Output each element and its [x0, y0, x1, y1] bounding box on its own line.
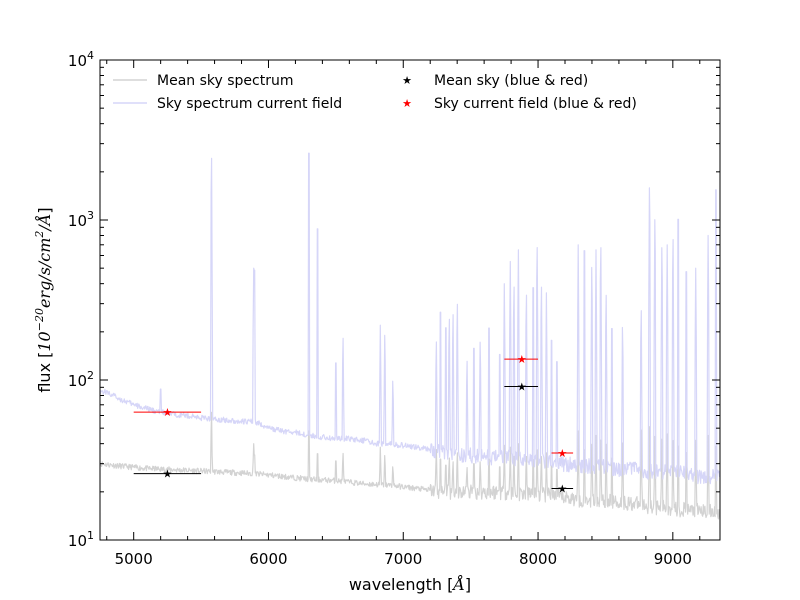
data-point-1-2: ★	[557, 447, 567, 460]
y-tick-label-3: 104	[68, 49, 94, 70]
ticks-layer: 5000 6000 7000 8000 9000 101 102 103 104	[68, 49, 720, 568]
series-line-1	[100, 152, 720, 485]
x-tick-label-3: 8000	[519, 550, 557, 568]
legend: Mean sky spectrum Sky spectrum current fi…	[113, 73, 637, 112]
data-point-0-1: ★	[517, 381, 527, 394]
legend-marker-2: ★	[402, 74, 412, 87]
x-axis-label: wavelength [Å]	[349, 574, 471, 594]
data-point-0-2: ★	[557, 482, 567, 495]
x-tick-label-0: 5000	[115, 550, 153, 568]
x-tick-label-4: 9000	[654, 550, 692, 568]
plot-frame	[99, 59, 721, 541]
legend-label-1: Sky spectrum current field	[157, 96, 342, 112]
series-line-0	[100, 411, 720, 520]
data-point-1-1: ★	[517, 353, 527, 366]
y-tick-label-0: 101	[68, 529, 94, 550]
x-tick-label-1: 6000	[249, 550, 287, 568]
y-tick-label-2: 103	[68, 209, 94, 230]
data-point-0-0: ★	[162, 468, 172, 481]
series-layer	[100, 152, 720, 520]
legend-label-2: Mean sky (blue & red)	[434, 73, 588, 89]
y-tick-label-1: 102	[68, 369, 94, 390]
legend-label-3: Sky current field (blue & red)	[434, 96, 637, 112]
x-tick-label-2: 7000	[384, 550, 422, 568]
marker-layer: ★ ★ ★ ★ ★ ★	[133, 353, 574, 495]
data-point-1-0: ★	[162, 406, 172, 419]
legend-marker-3: ★	[402, 97, 412, 110]
y-axis-label: flux [10−20erg/s/cm2/Å]	[33, 207, 54, 392]
legend-label-0: Mean sky spectrum	[157, 73, 293, 89]
